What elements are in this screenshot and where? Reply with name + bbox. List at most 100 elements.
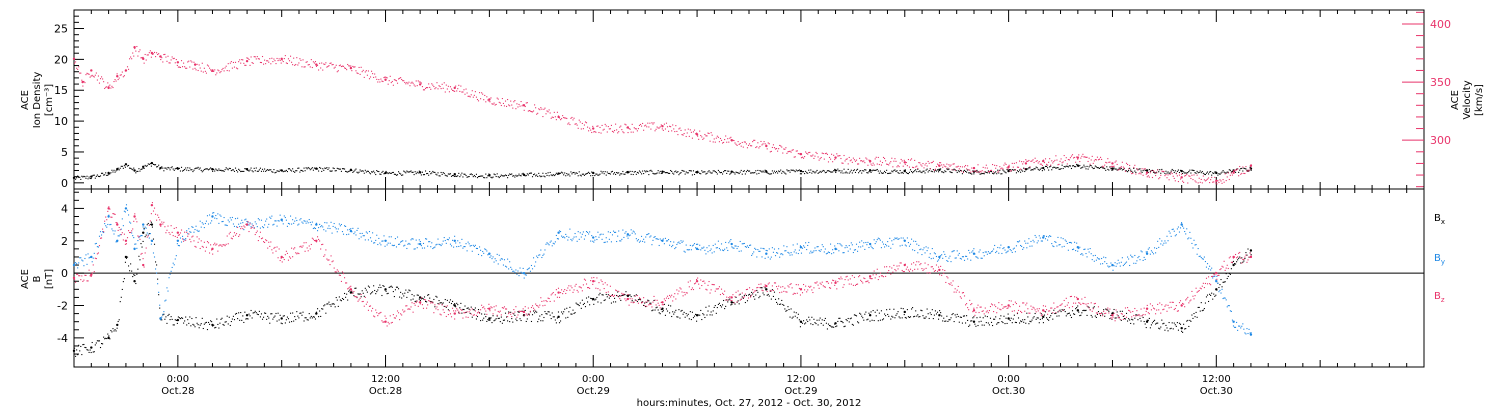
bx-sample	[1034, 312, 1036, 315]
ion-density-sample	[215, 168, 217, 170]
ion-density-sample	[489, 174, 491, 176]
velocity-sample	[366, 74, 368, 76]
velocity-sample	[826, 153, 828, 155]
ion-density-sample	[244, 168, 246, 170]
velocity-sample	[665, 122, 668, 124]
by-sample	[307, 222, 309, 224]
velocity-sample	[331, 64, 333, 66]
velocity-sample	[1046, 163, 1048, 165]
bx-sample	[489, 319, 491, 321]
bx-sample	[830, 325, 832, 327]
by-sample	[105, 225, 107, 227]
bx-sample	[759, 295, 761, 297]
ion-density-sample	[500, 174, 502, 176]
by-sample	[797, 252, 799, 255]
ion-density-sample	[1009, 169, 1011, 171]
velocity-sample	[488, 100, 490, 102]
ion-density-sample	[166, 168, 168, 170]
velocity-sample	[261, 55, 264, 58]
by-sample	[403, 245, 405, 247]
ion-density-sample	[494, 174, 496, 176]
ion-density-sample	[959, 169, 961, 171]
by-sample	[781, 253, 783, 255]
velocity-sample	[984, 167, 986, 169]
velocity-sample	[1030, 160, 1032, 162]
velocity-sample	[500, 104, 502, 107]
velocity-sample	[1186, 173, 1188, 175]
by-sample	[1005, 252, 1007, 254]
bx-sample	[1047, 318, 1049, 320]
ion-density-sample	[795, 169, 797, 171]
velocity-sample	[1197, 182, 1199, 184]
bx-sample	[626, 294, 628, 296]
ion-density-sample	[575, 172, 577, 174]
by-sample	[168, 277, 170, 279]
bx-sample	[301, 314, 303, 316]
ion-density-sample	[333, 167, 335, 170]
velocity-sample	[899, 162, 901, 164]
bx-sample	[939, 310, 941, 312]
ion-density-sample	[327, 168, 329, 171]
velocity-sample	[886, 163, 888, 165]
by-sample	[1084, 248, 1086, 250]
bx-sample	[903, 314, 905, 316]
velocity-sample	[686, 132, 688, 134]
bx-sample	[929, 312, 931, 314]
ion-density-sample	[331, 170, 333, 172]
velocity-sample	[670, 126, 672, 128]
by-sample	[299, 219, 301, 221]
ion-density-sample	[880, 172, 882, 174]
ion-density-sample	[790, 169, 792, 171]
by-sample	[657, 238, 659, 240]
ion-density-sample	[631, 170, 633, 173]
bx-sample	[1238, 257, 1240, 259]
velocity-sample	[693, 129, 696, 131]
bx-sample	[1078, 311, 1080, 313]
velocity-sample	[122, 76, 124, 78]
ion-density-sample	[86, 175, 88, 177]
bx-sample	[917, 314, 919, 316]
by-sample	[326, 222, 328, 224]
ion-density-sample	[213, 168, 215, 171]
by-sample	[1031, 245, 1033, 247]
bx-sample	[970, 320, 972, 322]
velocity-sample	[767, 142, 769, 144]
ion-density-sample	[457, 175, 459, 177]
ion-density-sample	[552, 174, 554, 176]
by-sample	[1090, 253, 1092, 255]
bx-sample	[215, 326, 217, 328]
ion-density-sample	[597, 174, 599, 176]
by-sample	[79, 257, 81, 259]
velocity-sample	[674, 131, 676, 133]
velocity-sample	[779, 144, 781, 147]
bx-sample	[1147, 319, 1149, 321]
by-sample	[908, 245, 911, 247]
ion-density-point	[107, 171, 110, 175]
velocity-sample	[975, 170, 977, 172]
ion-density-sample	[1190, 172, 1192, 174]
bx-sample	[106, 338, 108, 340]
bx-sample	[512, 321, 514, 323]
velocity-point	[150, 51, 154, 55]
bx-sample	[572, 309, 574, 311]
by-sample	[666, 240, 669, 242]
bx-sample	[508, 311, 510, 313]
bx-sample	[291, 321, 293, 323]
ion-density-sample	[822, 169, 824, 172]
by-sample	[1052, 245, 1054, 247]
velocity-sample	[284, 55, 286, 57]
velocity-sample	[539, 109, 541, 111]
velocity-sample	[1160, 174, 1162, 176]
velocity-sample	[831, 153, 833, 155]
by-sample	[635, 238, 637, 240]
bx-sample	[593, 303, 595, 305]
velocity-sample	[304, 66, 306, 68]
by-sample	[214, 217, 216, 219]
bx-sample	[387, 292, 389, 294]
ion-density-sample	[754, 172, 756, 174]
by-sample	[186, 230, 188, 232]
bx-sample	[1216, 289, 1218, 291]
ion-density-sample	[524, 175, 526, 177]
ion-density-sample	[761, 171, 763, 173]
ion-density-sample	[984, 171, 986, 173]
